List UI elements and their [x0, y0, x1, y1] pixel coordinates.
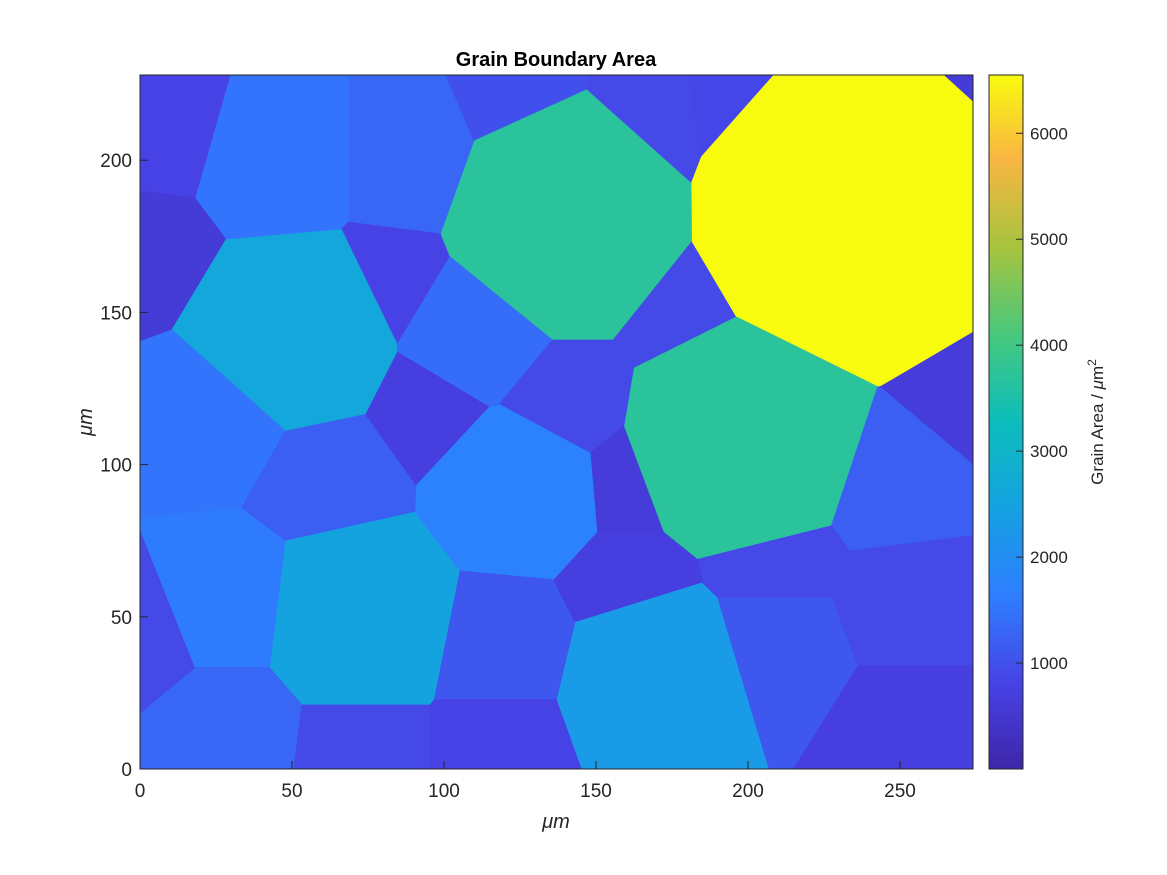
grain-map [140, 75, 973, 769]
colorbar-tick-label: 6000 [1030, 124, 1068, 143]
grain-cell [268, 510, 461, 706]
y-tick-label: 50 [111, 608, 132, 629]
grain-cell [879, 331, 973, 465]
colorbar-tick-label: 4000 [1030, 336, 1068, 355]
grain-cell [140, 75, 231, 199]
x-axis: 0 50 100 150 200 250 [135, 761, 916, 802]
chart-title: Grain Boundary Area [456, 49, 657, 71]
y-tick-label: 150 [100, 303, 132, 324]
grain-cell [586, 75, 702, 183]
plot-area-frame [139, 74, 974, 770]
colorbar-ticks: 1000 2000 3000 4000 5000 6000 [1016, 124, 1068, 673]
y-axis: 0 50 100 150 200 [100, 151, 148, 781]
y-tick-label: 200 [100, 151, 132, 172]
grain-cell [688, 75, 774, 158]
grain-cell [140, 667, 303, 769]
colorbar-label-text: Grain Area / [1088, 394, 1107, 485]
y-axis-label: μm [75, 408, 97, 437]
x-tick-label: 100 [428, 781, 460, 802]
x-tick-label: 50 [281, 781, 302, 802]
y-tick-label: 0 [121, 760, 132, 781]
colorbar-label-exp: 2 [1085, 359, 1099, 366]
colorbar-label: Grain Area / μm2 [1085, 359, 1107, 485]
colorbar-tick-label: 3000 [1030, 442, 1068, 461]
grain-cell [943, 75, 973, 102]
grain-cell [140, 531, 195, 714]
colorbar-label-mu: μ [1088, 379, 1107, 390]
grain-cell [445, 75, 589, 141]
colorbar-tick-label: 2000 [1030, 548, 1068, 567]
colorbar-label-unit: m [1088, 366, 1107, 380]
colorbar-tick-label: 1000 [1030, 654, 1068, 673]
grain-cell [140, 190, 227, 342]
x-tick-label: 0 [135, 781, 146, 802]
grain-cell [793, 665, 973, 769]
x-tick-label: 200 [732, 781, 764, 802]
x-tick-label: 150 [580, 781, 612, 802]
grain-cell [365, 351, 490, 486]
grain-cell [429, 699, 582, 769]
x-tick-label: 250 [884, 781, 916, 802]
colorbar [988, 74, 1024, 770]
grain-cell [341, 221, 450, 344]
grain-cell [590, 425, 664, 533]
colorbar-tick-label: 5000 [1030, 230, 1068, 249]
y-tick-label: 100 [100, 456, 132, 477]
grain-cell [293, 704, 431, 769]
grain-cell [831, 535, 973, 667]
x-axis-label: μm [541, 811, 570, 833]
